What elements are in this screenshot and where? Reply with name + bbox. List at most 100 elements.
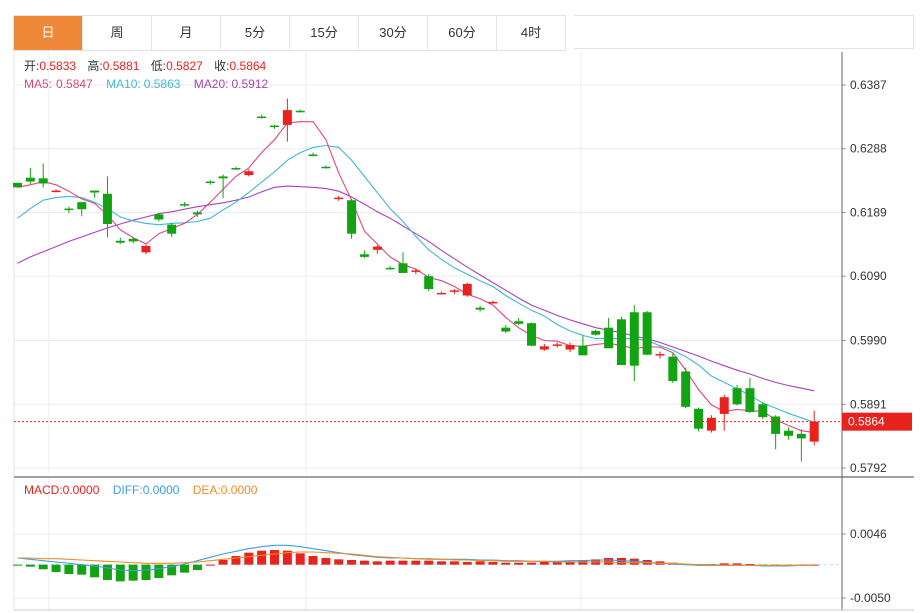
candle	[347, 198, 357, 239]
candle	[784, 427, 793, 440]
candle	[604, 318, 614, 349]
tab-6[interactable]: 60分	[428, 16, 497, 50]
macd-bar	[244, 552, 254, 565]
candle-body	[270, 125, 279, 128]
current-price-label: 0.5864	[848, 415, 885, 429]
candle-body	[629, 312, 639, 366]
candle	[527, 322, 536, 347]
macd-bar	[51, 564, 61, 572]
macd-bar	[437, 561, 447, 565]
candle-body	[449, 290, 459, 292]
candle	[578, 335, 588, 356]
macd-bar	[180, 564, 190, 573]
candle-body	[90, 190, 100, 193]
candle-body	[578, 345, 588, 356]
candle	[514, 318, 524, 326]
tab-5[interactable]: 30分	[359, 16, 428, 50]
price-tick-label: 0.6090	[850, 269, 887, 283]
candle-body	[141, 245, 151, 253]
macd-bar	[488, 562, 498, 565]
candle	[629, 305, 639, 382]
macd-bar	[334, 559, 344, 565]
candle-body	[604, 327, 614, 349]
candle	[270, 124, 279, 129]
candle-body	[501, 327, 511, 332]
candle	[115, 237, 125, 244]
candle-body	[231, 168, 241, 170]
candle	[13, 182, 22, 188]
tab-1[interactable]: 周	[83, 16, 152, 50]
candle	[77, 202, 87, 217]
candle	[141, 244, 151, 255]
candle-body	[385, 267, 395, 270]
candle-body	[527, 323, 536, 346]
period-tabs: 日周月 5分 15分 30分 60分 4时	[13, 15, 566, 51]
candle-body	[462, 283, 472, 296]
macd-bar	[359, 560, 369, 565]
candle	[668, 353, 678, 384]
candle	[334, 195, 344, 201]
candle	[167, 222, 177, 237]
macd-bar	[424, 560, 434, 565]
macd-bar	[475, 561, 485, 565]
macd-bar	[449, 561, 459, 565]
macd-bar	[527, 562, 536, 565]
candle	[719, 394, 729, 431]
candle	[758, 402, 768, 420]
candle-body	[655, 354, 665, 356]
candle	[38, 163, 48, 188]
tab-bar-filler	[574, 15, 914, 49]
candle-body	[51, 190, 61, 193]
ma5-line	[17, 121, 815, 434]
candle	[282, 98, 292, 142]
dea-line	[17, 551, 815, 566]
candle-body	[321, 166, 331, 169]
candle	[385, 265, 395, 270]
candle	[180, 202, 190, 207]
macd-bar	[257, 550, 267, 565]
tab-3[interactable]: 5分	[221, 16, 290, 50]
macd-bar	[154, 564, 164, 578]
macd-bar	[745, 564, 755, 565]
tab-7[interactable]: 4时	[497, 16, 566, 50]
macd-bar	[231, 556, 241, 565]
macd-bar	[77, 564, 87, 575]
tab-0[interactable]: 日	[14, 16, 83, 50]
candle	[539, 343, 549, 351]
tab-4[interactable]: 15分	[290, 16, 359, 50]
macd-bar	[205, 564, 215, 566]
tab-2[interactable]: 月	[152, 16, 221, 50]
macd-bar	[462, 562, 472, 565]
macd-bar	[565, 561, 575, 565]
candle-body	[167, 224, 177, 234]
macd-bar	[38, 564, 48, 570]
macd-bar	[539, 562, 549, 565]
macd-bar	[308, 556, 318, 565]
candle	[308, 152, 318, 157]
current-price-tag: 0.5864	[14, 412, 912, 431]
candle	[565, 342, 575, 353]
macd-bar	[141, 564, 151, 580]
candle	[359, 250, 369, 259]
candle	[745, 377, 755, 414]
price-tick-label: 0.6387	[850, 78, 887, 92]
macd-bar	[501, 562, 511, 565]
candle-body	[102, 193, 112, 225]
candle-body	[796, 433, 806, 439]
candle-body	[437, 292, 447, 295]
candle-body	[424, 276, 434, 290]
candle-body	[359, 254, 369, 257]
grid-lines	[14, 52, 842, 610]
candle	[102, 176, 112, 238]
candle	[244, 169, 254, 177]
candle-body	[745, 388, 755, 412]
macd-bar	[372, 561, 382, 565]
candle-body	[244, 171, 254, 176]
candle	[321, 165, 331, 169]
candle-body	[282, 110, 292, 125]
ma-legend: MA5: 0.5847 MA10: 0.5863 MA20: 0.5912	[24, 77, 269, 91]
candle-body	[668, 356, 678, 382]
macd-bar	[616, 558, 626, 565]
candle-body	[192, 212, 202, 215]
candle	[128, 236, 138, 244]
